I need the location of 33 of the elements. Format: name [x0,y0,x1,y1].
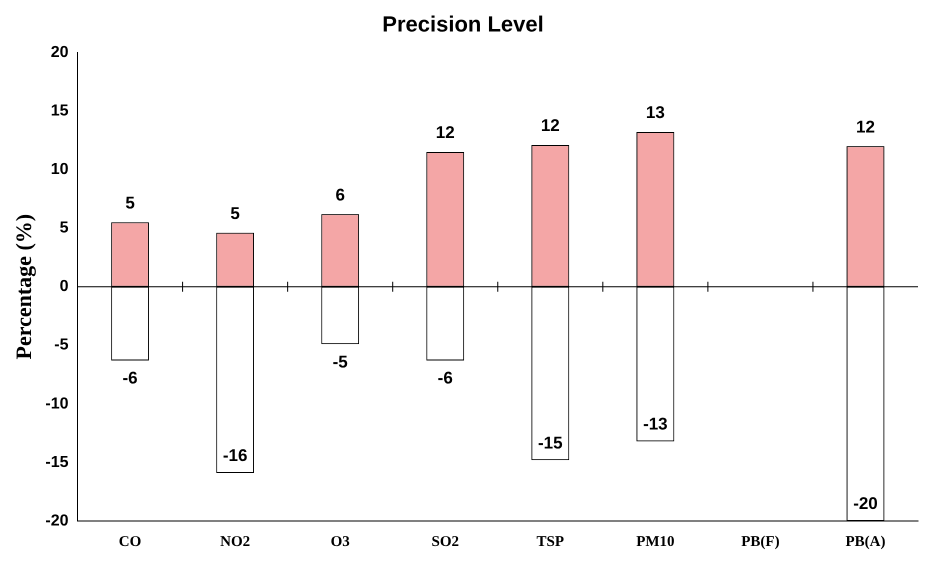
y-tick-label: -15 [45,454,69,471]
y-tick-label: 0 [60,278,69,296]
y-tick-label: 10 [50,160,69,178]
x-tick-label: PB(A) [845,534,886,550]
data-label: -20 [853,494,878,514]
data-label: 13 [646,103,665,122]
x-tick-label: O3 [330,534,350,550]
x-tick-label: NO2 [220,534,250,550]
data-label: 5 [230,204,240,223]
chart-title: Precision Level [382,11,544,36]
data-label: -13 [643,414,668,434]
data-label: -6 [438,368,453,388]
x-tick-label: PM10 [636,534,675,550]
y-tick-label: -20 [45,512,69,530]
data-label: 12 [856,117,875,136]
data-label: -16 [222,446,248,466]
data-label: 6 [335,185,345,204]
y-tick-label: 20 [50,44,69,61]
data-label: 12 [540,116,560,136]
y-axis-title: Percentage (%) [10,214,36,360]
x-tick-label: TSP [536,534,564,550]
y-tick-label: -10 [45,395,69,412]
y-tick-label: -5 [54,336,69,354]
x-tick-label: CO [118,534,142,550]
data-label: 5 [125,193,135,212]
data-label: -15 [538,433,563,452]
data-label: 12 [436,123,455,142]
y-tick-label: 5 [60,220,69,237]
data-label: -5 [332,352,348,372]
y-tick-label: 15 [50,102,69,120]
data-label: -6 [122,368,138,388]
x-tick-label: PB(F) [741,534,780,550]
x-tick-label: SO2 [431,534,459,550]
